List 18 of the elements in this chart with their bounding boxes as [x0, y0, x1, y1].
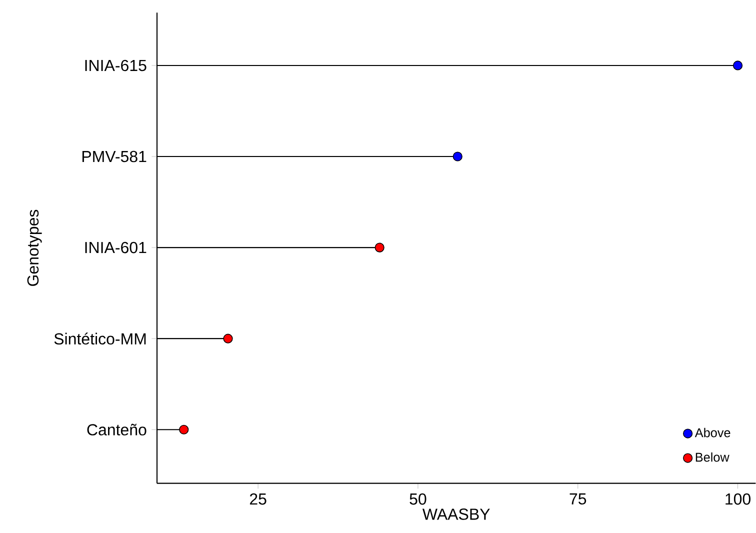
x-tick-label: 75: [570, 493, 586, 504]
x-tick-label: 50: [410, 493, 426, 505]
point: [732, 60, 743, 70]
x-tick-label: 25: [250, 493, 266, 505]
point: [223, 334, 233, 344]
legend-label: Below: [696, 452, 730, 462]
legend-label: Above: [694, 428, 730, 438]
point: [374, 242, 384, 252]
y-tick-label: INIA-601: [85, 242, 146, 254]
x-tick-label: 100: [726, 493, 750, 505]
point: [452, 152, 462, 162]
y-axis-title: Genotypes: [27, 210, 42, 286]
point: [179, 424, 189, 434]
y-tick-label: Sintético-MM: [54, 332, 146, 344]
y-tick-label: Canteño: [87, 424, 146, 436]
x-axis-title: WAASBY: [422, 508, 490, 520]
y-tick-label: PMV-581: [82, 150, 146, 162]
y-tick-label: INIA-615: [85, 60, 146, 71]
